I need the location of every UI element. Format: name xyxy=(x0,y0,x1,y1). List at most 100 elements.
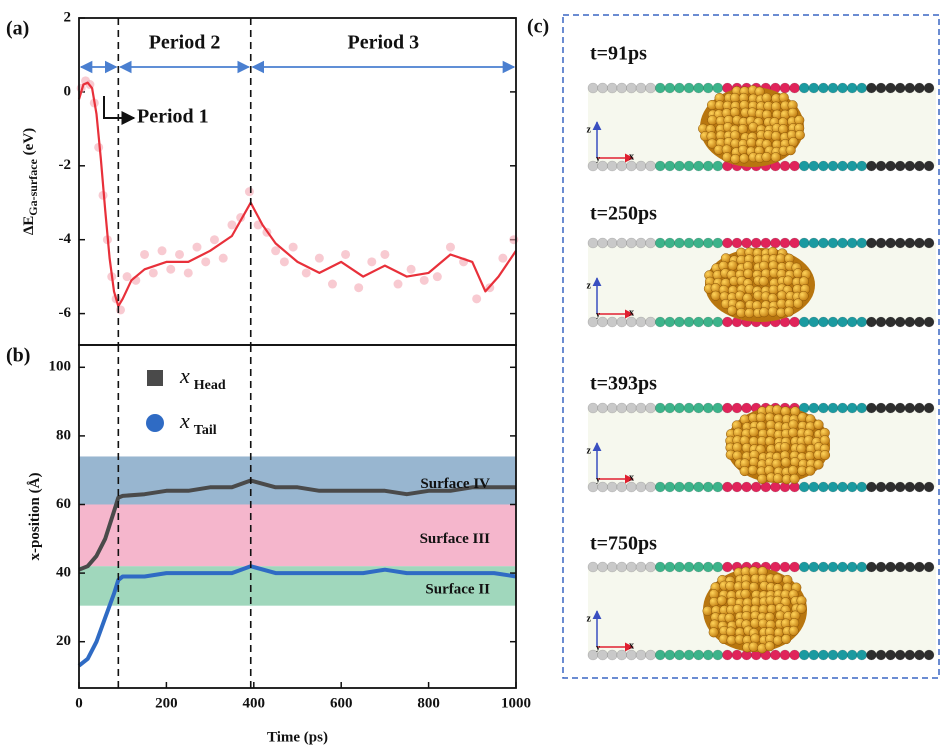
bead xyxy=(846,82,858,94)
atom xyxy=(792,268,803,279)
bead xyxy=(587,237,599,249)
axis-x-label: x xyxy=(629,640,634,651)
bead xyxy=(750,481,762,493)
atom xyxy=(779,442,791,453)
bead xyxy=(702,82,714,94)
data-point xyxy=(341,249,351,259)
bead xyxy=(693,160,704,172)
bead xyxy=(722,237,733,249)
bead xyxy=(856,561,868,573)
bead xyxy=(885,237,896,249)
bead xyxy=(846,316,858,328)
bead xyxy=(770,237,781,249)
legend-label: x Head xyxy=(179,363,226,393)
bead xyxy=(818,237,829,249)
bead xyxy=(875,481,887,493)
data-point xyxy=(271,246,281,256)
bead xyxy=(683,649,695,661)
atom xyxy=(707,115,718,126)
bead xyxy=(712,561,724,573)
bead xyxy=(875,649,887,661)
bead xyxy=(654,316,666,328)
y-tick-label: -6 xyxy=(59,305,72,321)
bead xyxy=(722,649,733,661)
atom xyxy=(716,595,727,606)
x-tick-label: 400 xyxy=(243,695,266,711)
bead xyxy=(808,561,820,573)
surface-band xyxy=(79,504,516,567)
bead xyxy=(731,649,743,661)
atom xyxy=(796,603,807,614)
bead xyxy=(731,237,743,249)
data-point xyxy=(148,268,158,278)
data-point xyxy=(301,268,311,278)
bead xyxy=(645,402,656,414)
bead xyxy=(827,481,839,493)
bead xyxy=(837,316,848,328)
bead xyxy=(846,237,858,249)
y-tick-label: 80 xyxy=(56,427,71,443)
bead xyxy=(837,237,848,249)
bead xyxy=(875,402,887,414)
bead xyxy=(626,561,637,573)
bead xyxy=(741,237,752,249)
bead xyxy=(741,402,752,414)
bead xyxy=(923,82,935,94)
bead xyxy=(693,561,704,573)
atom xyxy=(770,131,782,142)
bead xyxy=(770,481,781,493)
bead xyxy=(606,237,618,249)
atom xyxy=(764,641,775,652)
bead xyxy=(693,316,704,328)
period-label: Period 2 xyxy=(149,32,221,54)
bead xyxy=(664,316,676,328)
bead xyxy=(894,82,906,94)
bead xyxy=(875,237,887,249)
atom xyxy=(772,573,783,584)
bead xyxy=(654,561,666,573)
data-point xyxy=(367,257,377,267)
bead xyxy=(894,402,906,414)
bead xyxy=(894,237,906,249)
bead xyxy=(616,82,628,94)
bead xyxy=(914,237,925,249)
atom xyxy=(772,635,783,646)
bead xyxy=(904,481,916,493)
bead xyxy=(885,481,896,493)
bead xyxy=(818,481,829,493)
bead xyxy=(606,561,618,573)
bead xyxy=(885,82,896,94)
bead xyxy=(693,402,704,414)
atom xyxy=(721,152,733,163)
period-label: Period 1 xyxy=(137,106,209,128)
surface-band xyxy=(79,456,516,505)
bead xyxy=(722,402,733,414)
bead xyxy=(837,160,848,172)
legend-prefix: x xyxy=(179,408,190,433)
bead xyxy=(808,649,820,661)
bead xyxy=(731,402,743,414)
atom xyxy=(784,306,795,317)
bead xyxy=(635,82,647,94)
bead xyxy=(904,561,916,573)
atom xyxy=(748,641,759,652)
data-point xyxy=(201,257,211,267)
bead xyxy=(712,649,724,661)
bead xyxy=(837,561,848,573)
axis-x-label: x xyxy=(629,472,634,483)
bead xyxy=(635,561,647,573)
atom xyxy=(781,634,792,645)
bead xyxy=(923,160,935,172)
bead xyxy=(683,316,695,328)
bead xyxy=(674,481,685,493)
bead xyxy=(779,237,791,249)
panel-label: (a) xyxy=(6,18,29,40)
bead xyxy=(808,237,820,249)
bead xyxy=(904,237,916,249)
frame-time: t=750ps xyxy=(590,533,657,555)
bead xyxy=(894,481,906,493)
atom xyxy=(813,419,824,430)
bead xyxy=(626,649,637,661)
atom xyxy=(746,137,757,148)
y-tick-label: -4 xyxy=(59,231,72,247)
